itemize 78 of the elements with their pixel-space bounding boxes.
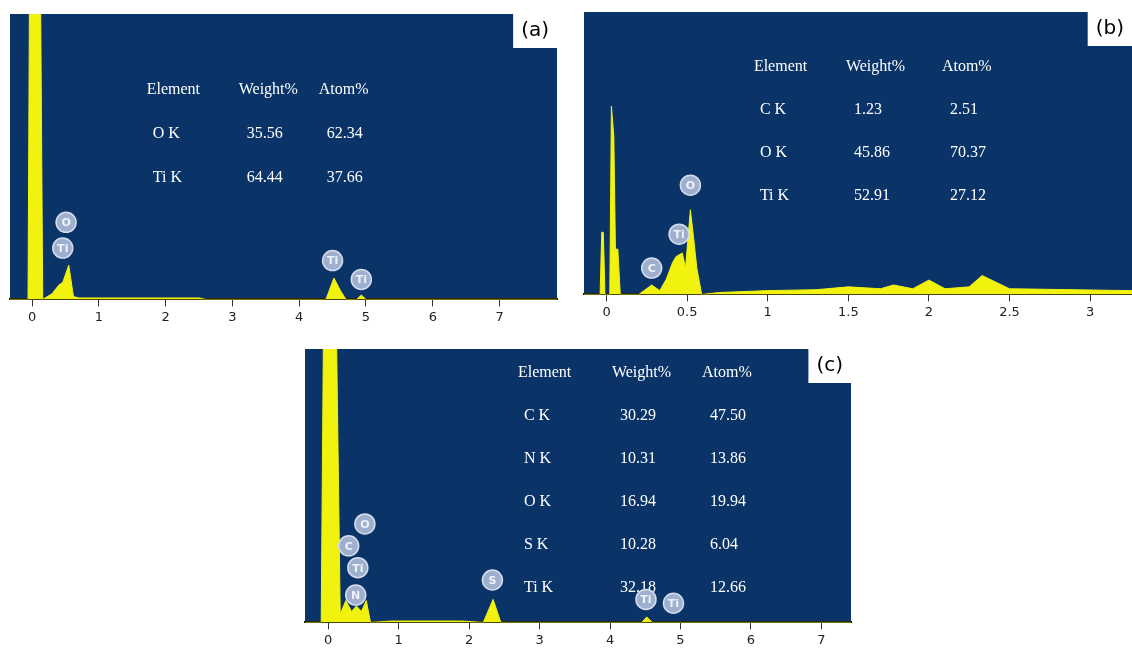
annotation: 45.86 [853, 143, 890, 161]
annotation: Ti [326, 254, 339, 268]
x-tick-label: 5 [361, 308, 371, 324]
annotation: O [360, 517, 370, 531]
x-tick-label: 1 [94, 308, 103, 324]
annotation: C [344, 539, 353, 553]
x-tick-label: 0 [602, 303, 611, 319]
annotation: 6.04 [709, 534, 738, 552]
annotation: 70.37 [949, 143, 986, 161]
x-tick-label: 0 [27, 308, 37, 324]
annotation: 52.91 [853, 186, 890, 204]
annotation: C [647, 261, 656, 275]
x-tick-label: 2 [161, 308, 170, 324]
annotation: 10.31 [619, 448, 656, 466]
annotation: 1.23 [853, 100, 882, 118]
chart-title: (c) [816, 352, 843, 377]
chart-title: (a) [521, 17, 550, 42]
x-tick-label: 2.5 [999, 303, 1020, 319]
x-tick-label: 0.5 [676, 303, 698, 319]
annotation: O K [152, 123, 181, 141]
x-tick-label: 1.5 [837, 303, 859, 319]
x-tick-label: 0 [324, 631, 333, 647]
annotation: 16.94 [619, 491, 656, 509]
annotation: Ti [640, 593, 652, 607]
annotation: 37.66 [326, 167, 363, 185]
annotation: 2.51 [949, 100, 978, 118]
chart-title: (b) [1095, 15, 1125, 40]
annotation: O [61, 216, 71, 230]
x-tick-label: 1 [763, 303, 772, 319]
annotation: O K [759, 143, 788, 161]
x-tick-label: 6 [746, 631, 756, 647]
annotation: Weight% [611, 362, 672, 381]
annotation: Element [146, 79, 201, 97]
annotation: O [685, 179, 696, 193]
annotation: Weight% [238, 79, 298, 98]
x-tick-label: 7 [495, 308, 504, 324]
annotation: Ti K [152, 167, 183, 185]
x-tick-label: 6 [428, 308, 437, 324]
annotation: Ti [667, 597, 680, 611]
x-tick-label: 3 [535, 631, 544, 647]
annotation: Atom% [701, 362, 752, 380]
x-tick-label: 5 [676, 631, 685, 647]
annotation: Ti [57, 241, 69, 255]
annotation: Element [517, 362, 572, 380]
text: Atom% [941, 57, 992, 75]
annotation: N K [523, 448, 552, 466]
annotation: 62.34 [326, 123, 363, 141]
annotation: 12.66 [709, 577, 746, 595]
annotation: C K [523, 405, 551, 423]
annotation: Ti [355, 273, 367, 287]
x-tick-label: 4 [605, 631, 615, 647]
x-tick-label: 1 [394, 631, 403, 647]
annotation: Ti [352, 561, 364, 575]
annotation: S [488, 573, 497, 587]
annotation: 27.12 [949, 186, 986, 204]
annotation: Ti K [759, 186, 790, 204]
x-tick-label: 2 [924, 303, 934, 319]
annotation: C K [759, 100, 787, 118]
annotation: 13.86 [709, 448, 746, 466]
text: Weight% [845, 57, 906, 76]
x-tick-label: 7 [817, 631, 826, 647]
x-tick-label: 4 [295, 308, 304, 324]
x-tick-label: 3 [228, 308, 237, 324]
annotation: Atom% [318, 79, 369, 97]
annotation: N [351, 588, 361, 602]
x-tick-label: 2 [465, 631, 474, 647]
annotation: 10.28 [619, 534, 656, 552]
annotation: 30.29 [619, 405, 656, 423]
annotation: Ti [673, 228, 685, 242]
annotation: 47.50 [709, 405, 746, 423]
annotation: 64.44 [246, 167, 283, 185]
annotation: S K [523, 534, 549, 552]
x-tick-label: 3 [1085, 303, 1095, 319]
annotation: Ti K [523, 577, 554, 595]
annotation: O K [523, 491, 552, 509]
annotation: 19.94 [709, 491, 746, 509]
text: Element [753, 57, 808, 75]
annotation: 35.56 [246, 123, 283, 141]
